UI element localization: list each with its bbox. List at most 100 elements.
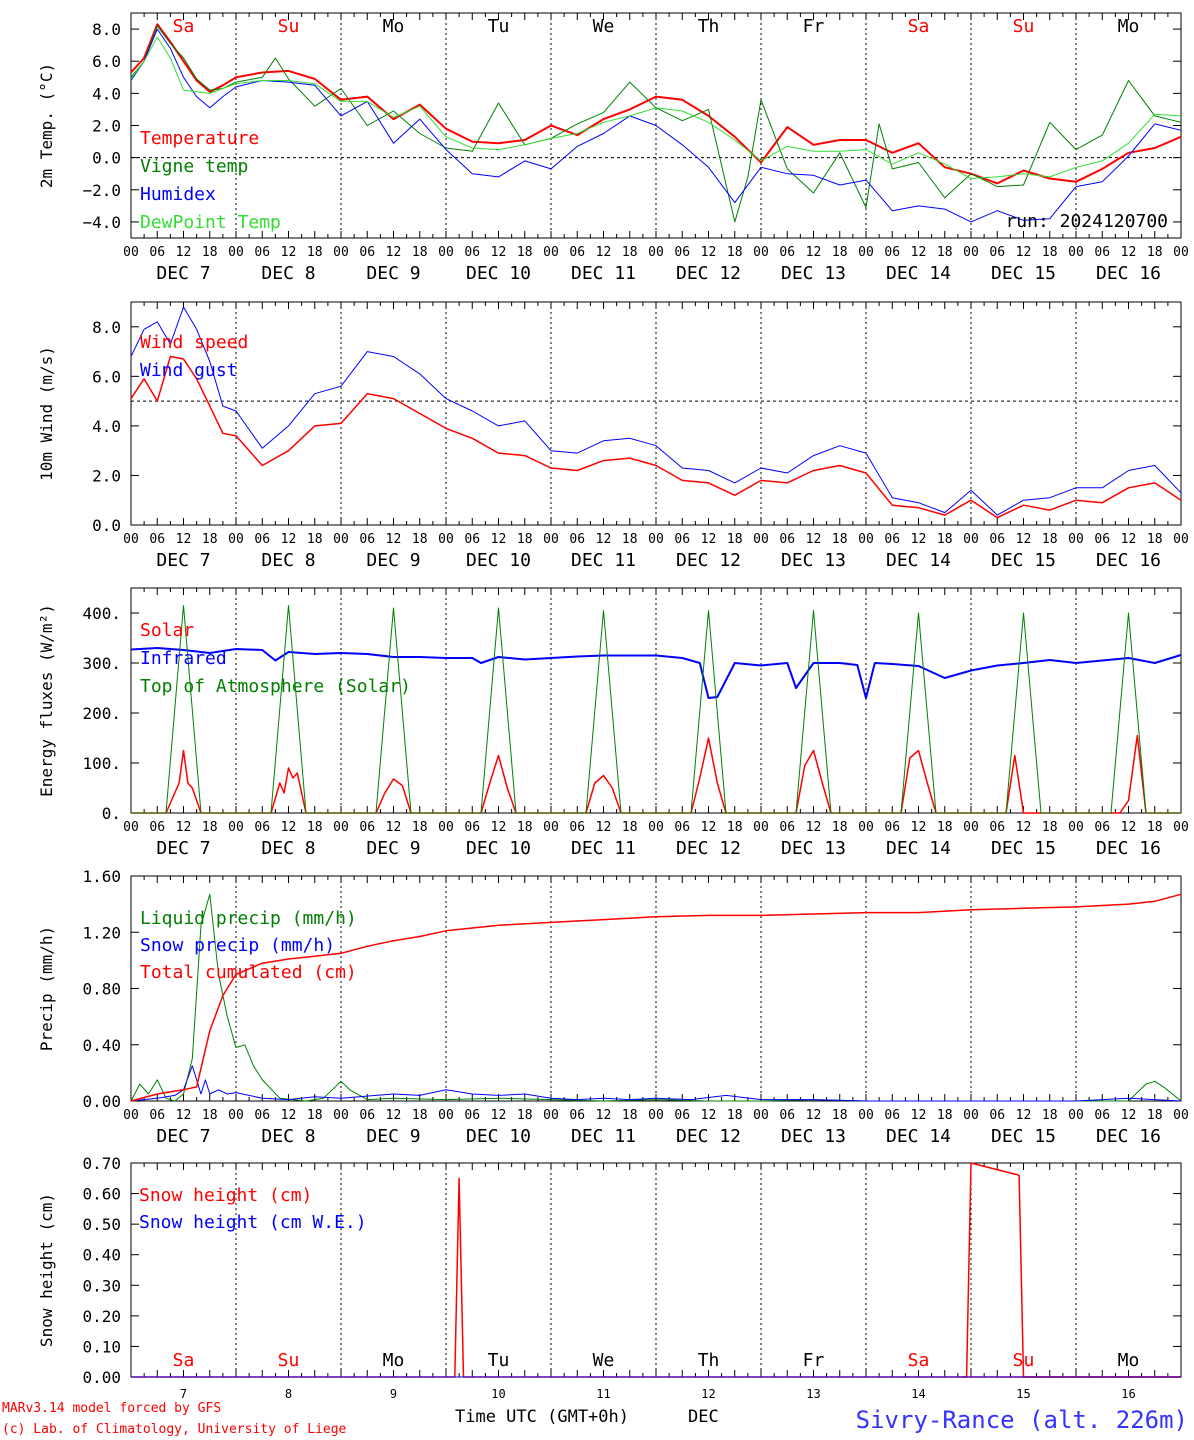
x-hour-label: 06: [149, 820, 165, 835]
legend-entry: Liquid precip (mm/h): [140, 908, 357, 929]
x-hour-label: 00: [963, 820, 979, 835]
y-tick-label: 4.0: [92, 417, 121, 436]
y-tick-label: 0.40: [82, 1246, 121, 1265]
weekday-label: Sa: [908, 16, 930, 37]
x-date-label: DEC 10: [466, 263, 531, 284]
x-date-label: DEC 11: [571, 838, 636, 859]
x-date-label: DEC 11: [571, 550, 636, 571]
x-hour-label: 06: [464, 532, 480, 547]
x-hour-label: 18: [727, 245, 743, 260]
x-hour-label: 00: [1173, 245, 1189, 260]
x-hour-label: 12: [491, 245, 507, 260]
x-hour-label: 12: [1121, 245, 1137, 260]
x-date-label: DEC 11: [571, 1126, 636, 1147]
x-date-label: DEC 9: [366, 263, 420, 284]
x-date-label: DEC 7: [156, 263, 210, 284]
y-tick-label: 0.0: [92, 516, 121, 535]
x-hour-label: 00: [333, 820, 349, 835]
x-hour-label: 18: [832, 532, 848, 547]
y-tick-label: 400.: [82, 604, 121, 623]
x-date-label: DEC 9: [366, 550, 420, 571]
y-axis-label: 2m Temp. (°C): [37, 63, 56, 188]
y-tick-label: 0.70: [82, 1154, 121, 1173]
x-hour-label: 00: [753, 1108, 769, 1123]
legend-entry: Vigne temp: [140, 156, 248, 177]
x-hour-label: 00: [858, 1108, 874, 1123]
x-hour-label: 00: [438, 245, 454, 260]
x-hour-label: 18: [202, 820, 218, 835]
x-hour-label: 12: [491, 820, 507, 835]
x-hour-label: 06: [779, 532, 795, 547]
x-date-label: DEC 7: [156, 550, 210, 571]
legend-entry: Wind speed: [140, 332, 248, 353]
x-day-number: 8: [285, 1387, 292, 1401]
y-tick-label: 2.0: [92, 466, 121, 485]
x-hour-label: 06: [464, 245, 480, 260]
y-tick-label: 300.: [82, 654, 121, 673]
x-hour-label: 06: [359, 532, 375, 547]
y-tick-label: 0.20: [82, 1307, 121, 1326]
x-date-label: DEC 10: [466, 1126, 531, 1147]
x-hour-label: 00: [1173, 532, 1189, 547]
x-hour-label: 12: [281, 532, 297, 547]
y-tick-label: 0.10: [82, 1337, 121, 1356]
x-hour-label: 12: [386, 532, 402, 547]
x-hour-label: 12: [1121, 820, 1137, 835]
x-date-label: DEC 15: [991, 1126, 1056, 1147]
x-hour-label: 12: [386, 245, 402, 260]
weekday-label: Sa: [173, 16, 195, 37]
x-day-number: 14: [911, 1387, 925, 1401]
x-hour-label: 18: [412, 245, 428, 260]
x-hour-label: 12: [176, 532, 192, 547]
x-hour-label: 00: [858, 245, 874, 260]
weekday-label: Sa: [173, 1350, 195, 1371]
x-hour-label: 00: [438, 1108, 454, 1123]
x-date-label: DEC 16: [1096, 1126, 1161, 1147]
x-date-label: DEC 13: [781, 550, 846, 571]
x-date-label: DEC 13: [781, 838, 846, 859]
x-hour-label: 12: [176, 245, 192, 260]
x-hour-label: 18: [1147, 1108, 1163, 1123]
x-hour-label: 06: [884, 532, 900, 547]
weekday-label: Th: [698, 1350, 720, 1371]
x-date-label: DEC 12: [676, 1126, 741, 1147]
x-hour-label: 06: [779, 245, 795, 260]
legend-entry: Infrared: [140, 648, 227, 669]
x-hour-label: 18: [307, 245, 323, 260]
x-date-label: DEC 7: [156, 838, 210, 859]
x-hour-label: 00: [123, 820, 139, 835]
legend-entry: Snow precip (mm/h): [140, 935, 335, 956]
x-hour-label: 06: [254, 245, 270, 260]
panel-precip: 0.00 0.40 0.80 1.20 1.60 Precip (mm/h) Liquid …: [37, 867, 1189, 1147]
x-hour-label: 18: [937, 820, 953, 835]
x-hour-label: 18: [937, 245, 953, 260]
legend-entry: Humidex: [140, 184, 216, 205]
weekday-label: Mo: [1118, 1350, 1140, 1371]
x-hour-label: 06: [569, 1108, 585, 1123]
x-hour-label: 12: [281, 1108, 297, 1123]
x-hour-label: 12: [281, 245, 297, 260]
x-hour-label: 18: [517, 1108, 533, 1123]
x-hour-label: 06: [989, 245, 1005, 260]
run-label: run: 2024120700: [1005, 211, 1168, 232]
legend-entry: Top of Atmosphere (Solar): [140, 676, 411, 697]
x-day-number: 7: [180, 1387, 187, 1401]
x-hour-label: 12: [386, 1108, 402, 1123]
x-hour-label: 00: [1173, 820, 1189, 835]
y-tick-label: 0.40: [82, 1036, 121, 1055]
x-hour-label: 06: [779, 1108, 795, 1123]
series-line-green: [130, 25, 1182, 223]
x-hour-label: 00: [123, 245, 139, 260]
x-hour-label: 18: [202, 532, 218, 547]
x-hour-label: 00: [1068, 532, 1084, 547]
series-line-red: [130, 23, 1182, 185]
x-hour-label: 00: [543, 532, 559, 547]
x-hour-label: 06: [884, 245, 900, 260]
x-hour-label: 12: [911, 1108, 927, 1123]
y-tick-label: 6.0: [92, 367, 121, 386]
x-hour-label: 12: [1016, 245, 1032, 260]
x-hour-label: 12: [806, 1108, 822, 1123]
x-date-label: DEC 13: [781, 1126, 846, 1147]
x-day-number: 13: [806, 1387, 820, 1401]
x-hour-label: 06: [1094, 820, 1110, 835]
